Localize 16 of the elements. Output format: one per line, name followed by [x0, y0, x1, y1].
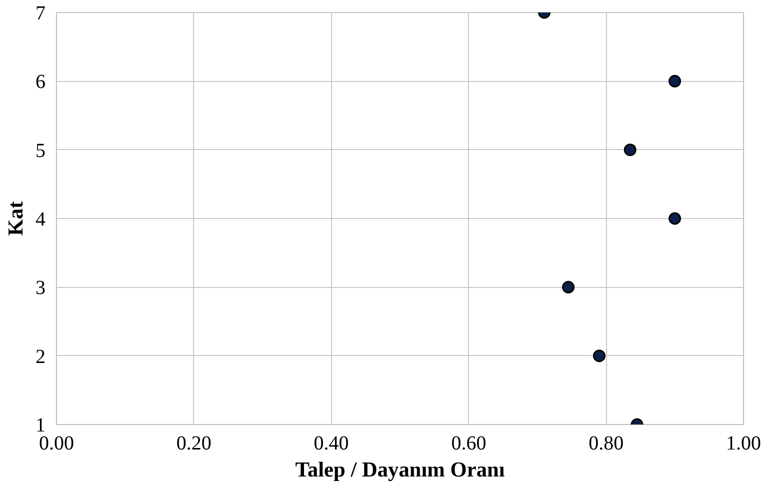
x-axis-title: Talep / Dayanım Oranı [295, 458, 505, 482]
y-tick-label: 3 [36, 277, 46, 300]
y-tick-label: 2 [36, 346, 46, 368]
y-tick-label: 7 [36, 2, 46, 24]
point [624, 144, 636, 156]
y-axis-title: Kat [4, 200, 28, 236]
x-tick-label: 0.80 [588, 432, 624, 454]
x-tick-label: 1.00 [726, 432, 761, 454]
point [668, 212, 682, 225]
x-tick-label: 0.60 [451, 432, 486, 454]
point [562, 280, 575, 294]
y-tick-label: 6 [36, 71, 46, 94]
x-tick-label: 0.20 [176, 432, 212, 454]
y-tick-label: 5 [36, 140, 46, 162]
x-tick-label: 0.40 [314, 432, 349, 454]
y-tick-label: 4 [36, 208, 46, 230]
